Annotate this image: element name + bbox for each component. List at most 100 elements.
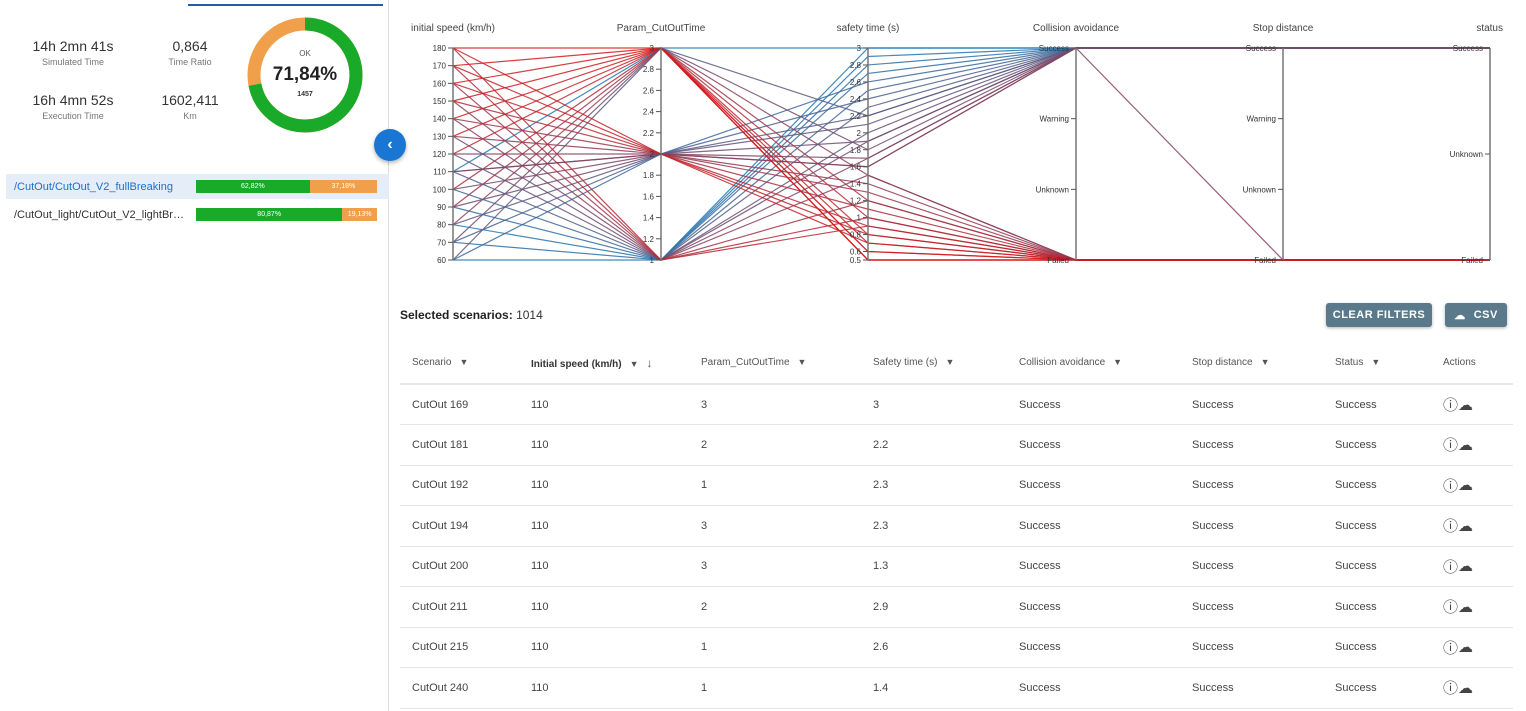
table-cell: 110 xyxy=(519,586,689,628)
table-cell: 110 xyxy=(519,384,689,425)
column-header[interactable]: Stop distance ▼ xyxy=(1180,342,1323,385)
info-icon[interactable]: ⓘ xyxy=(1443,680,1459,698)
column-header[interactable]: Param_CutOutTime ▼ xyxy=(689,342,861,385)
actions-cell: ⓘ☁ xyxy=(1431,667,1513,709)
column-header[interactable]: Status ▼ xyxy=(1323,342,1431,385)
info-icon[interactable]: ⓘ xyxy=(1443,477,1459,495)
km-value: 1602,411 xyxy=(161,92,219,108)
simulated-time-value: 14h 2mn 41s xyxy=(32,38,114,54)
collapse-panel-button[interactable]: ‹ xyxy=(374,129,406,161)
tick-label: 170 xyxy=(433,62,447,71)
filter-icon[interactable]: ▼ xyxy=(1371,357,1381,367)
cloud-download-icon[interactable]: ☁ xyxy=(1458,598,1474,616)
table-cell: Success xyxy=(1007,384,1180,425)
column-label: Status xyxy=(1335,357,1364,368)
info-icon[interactable]: ⓘ xyxy=(1443,558,1459,576)
csv-button[interactable]: ☁ CSV xyxy=(1445,303,1507,327)
table-row[interactable]: CutOut 215 110 1 2.6 Success Success Success ⓘ☁ xyxy=(400,627,1513,668)
cloud-download-icon[interactable]: ☁ xyxy=(1458,396,1474,414)
selected-count: 1014 xyxy=(516,308,543,322)
tick-label: 1.2 xyxy=(643,235,655,244)
tick-label: 70 xyxy=(437,238,446,247)
table-cell: 2.3 xyxy=(861,505,1007,547)
active-tab-indicator xyxy=(188,4,383,6)
tick-label: 2.8 xyxy=(850,61,862,70)
project-item[interactable]: /CutOut/CutOut_V2_fullBreaking 62,82% 37,… xyxy=(6,174,389,199)
table-row[interactable]: CutOut 211 110 2 2.9 Success Success Success ⓘ☁ xyxy=(400,586,1513,628)
info-icon[interactable]: ⓘ xyxy=(1443,437,1459,455)
data-line[interactable] xyxy=(453,47,1490,261)
column-header[interactable]: Safety time (s) ▼ xyxy=(861,342,1007,385)
table-cell: Success xyxy=(1007,465,1180,506)
table-cell: Success xyxy=(1323,546,1431,587)
column-header[interactable]: Scenario ▼ xyxy=(400,342,519,385)
donut-count: 1457 xyxy=(297,91,313,98)
tick-label: 160 xyxy=(433,79,447,88)
info-icon[interactable]: ⓘ xyxy=(1443,639,1459,657)
tick-label: Failed xyxy=(1461,256,1483,265)
cloud-download-icon[interactable]: ☁ xyxy=(1458,639,1474,657)
filter-icon[interactable]: ▼ xyxy=(629,358,639,369)
scenarios-table: Scenario ▼ Initial speed (km/h) ▼ ↓ Param_Cut… xyxy=(400,342,1513,709)
tick-label: 2.4 xyxy=(643,108,655,117)
column-label: Collision avoidance xyxy=(1019,357,1106,368)
actions-cell: ⓘ☁ xyxy=(1431,505,1513,547)
cloud-download-icon[interactable]: ☁ xyxy=(1458,477,1474,495)
data-line[interactable] xyxy=(452,47,1490,173)
tick-label: 110 xyxy=(433,168,446,177)
table-row[interactable]: CutOut 194 110 3 2.3 Success Success Success ⓘ☁ xyxy=(400,505,1513,547)
data-line[interactable] xyxy=(452,47,1490,261)
axis[interactable]: initial speed (km/h) 60 70 80 90 100 110 120 130… xyxy=(411,23,495,265)
clear-filters-button[interactable]: CLEAR FILTERS xyxy=(1326,303,1432,327)
table-cell: 3 xyxy=(861,384,1007,425)
info-icon[interactable]: ⓘ xyxy=(1443,599,1459,617)
info-icon[interactable]: ⓘ xyxy=(1443,518,1459,536)
filter-icon[interactable]: ▼ xyxy=(1113,357,1123,367)
table-row[interactable]: CutOut 240 110 1 1.4 Success Success Success ⓘ☁ xyxy=(400,667,1513,709)
filter-icon[interactable]: ▼ xyxy=(459,357,469,367)
axis[interactable]: status Failed Unknown Success xyxy=(1450,23,1503,265)
tick-label: 1.6 xyxy=(850,163,862,172)
table-row[interactable]: CutOut 181 110 2 2.2 Success Success Success ⓘ☁ xyxy=(400,424,1513,466)
table-row[interactable]: CutOut 169 110 3 3 Success Success Success ⓘ☁ xyxy=(400,384,1513,425)
actions-cell: ⓘ☁ xyxy=(1431,627,1513,668)
axis[interactable]: Collision avoidance Failed Unknown Warning S… xyxy=(1033,23,1120,265)
ko-segment: 37,18% xyxy=(309,180,377,193)
actions-cell: ⓘ☁ xyxy=(1431,546,1513,587)
cloud-download-icon[interactable]: ☁ xyxy=(1458,679,1474,697)
data-line[interactable] xyxy=(452,47,1490,173)
cloud-download-icon[interactable]: ☁ xyxy=(1458,517,1474,535)
data-line[interactable] xyxy=(452,135,1490,261)
table-cell: Success xyxy=(1323,465,1431,506)
table-cell: Success xyxy=(1323,627,1431,668)
selected-label: Selected scenarios: xyxy=(400,308,513,322)
table-cell: 3 xyxy=(689,546,861,587)
axis[interactable]: Stop distance Failed Unknown Warning Success xyxy=(1243,23,1314,265)
filter-icon[interactable]: ▼ xyxy=(797,357,807,367)
parallel-coordinates-chart[interactable]: initial speed (km/h)60708090100110120130… xyxy=(390,0,1526,285)
filter-icon[interactable]: ▼ xyxy=(945,357,955,367)
cloud-download-icon[interactable]: ☁ xyxy=(1458,436,1474,454)
column-header[interactable]: Actions xyxy=(1431,342,1513,385)
table-row[interactable]: CutOut 200 110 3 1.3 Success Success Success ⓘ☁ xyxy=(400,546,1513,587)
filter-icon[interactable]: ▼ xyxy=(1260,357,1270,367)
table-cell: Success xyxy=(1180,586,1323,628)
axis[interactable]: safety time (s) 0.50.6 0.8 1 1.2 1.4 1.6 1.8 2 2.… xyxy=(837,23,900,265)
info-icon[interactable]: ⓘ xyxy=(1443,397,1459,414)
column-header[interactable]: Collision avoidance ▼ xyxy=(1007,342,1180,385)
column-header[interactable]: Initial speed (km/h) ▼ ↓ xyxy=(519,342,689,385)
project-item[interactable]: /CutOut_light/CutOut_V2_lightBreak... 80… xyxy=(6,202,389,227)
sort-desc-icon[interactable]: ↓ xyxy=(646,355,653,370)
cloud-download-icon[interactable]: ☁ xyxy=(1458,558,1474,576)
table-cell: 1.4 xyxy=(861,667,1007,709)
axis[interactable]: Param_CutOutTime 1 1.2 1.4 1.6 1.8 2 2.2 2.4 2.6 2… xyxy=(617,23,706,265)
tick-label: Success xyxy=(1039,44,1069,53)
tick-label: 1.8 xyxy=(643,171,655,180)
tick-label: Warning xyxy=(1247,115,1277,124)
table-row[interactable]: CutOut 192 110 1 2.3 Success Success Success ⓘ☁ xyxy=(400,465,1513,506)
table-cell: 3 xyxy=(689,384,861,425)
tick-label: 130 xyxy=(433,132,447,141)
tick-label: Unknown xyxy=(1243,185,1276,194)
simulated-time-label: Simulated Time xyxy=(41,57,105,67)
table-cell: CutOut 169 xyxy=(400,384,519,425)
